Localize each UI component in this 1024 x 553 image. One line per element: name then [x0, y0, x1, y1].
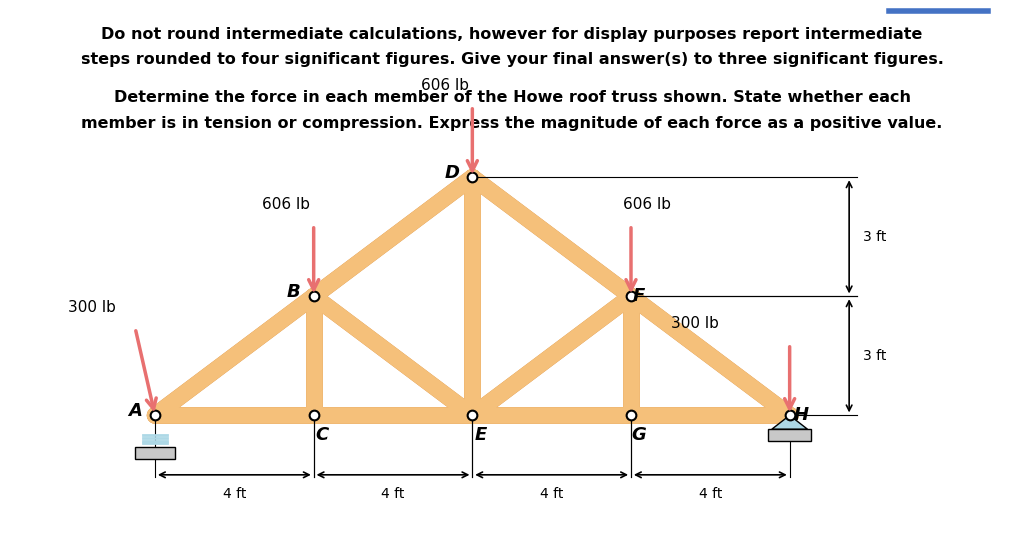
- Polygon shape: [772, 415, 808, 429]
- Bar: [768, 429, 811, 441]
- Text: F: F: [633, 288, 645, 305]
- Text: Determine the force in each member of the Howe roof truss shown. State whether e: Determine the force in each member of th…: [114, 90, 910, 105]
- Text: 4 ft: 4 ft: [540, 487, 563, 500]
- Text: B: B: [287, 283, 301, 301]
- Text: 606 lb: 606 lb: [262, 197, 310, 212]
- Text: H: H: [794, 406, 809, 424]
- Text: 300 lb: 300 lb: [671, 316, 719, 331]
- Text: 606 lb: 606 lb: [421, 78, 469, 93]
- Text: steps rounded to four significant figures. Give your final answer(s) to three si: steps rounded to four significant figure…: [81, 53, 943, 67]
- Text: 606 lb: 606 lb: [623, 197, 671, 212]
- Text: 4 ft: 4 ft: [381, 487, 404, 500]
- Text: 3 ft: 3 ft: [863, 230, 887, 244]
- Text: 4 ft: 4 ft: [222, 487, 246, 500]
- Text: 4 ft: 4 ft: [698, 487, 722, 500]
- Text: D: D: [445, 164, 460, 182]
- Text: E: E: [474, 426, 486, 444]
- Text: A: A: [128, 403, 142, 420]
- Text: Do not round intermediate calculations, however for display purposes report inte: Do not round intermediate calculations, …: [101, 27, 923, 41]
- Text: member is in tension or compression. Express the magnitude of each force as a po: member is in tension or compression. Exp…: [81, 116, 943, 131]
- Text: C: C: [315, 426, 329, 444]
- Text: 3 ft: 3 ft: [863, 349, 887, 363]
- Text: G: G: [632, 426, 646, 444]
- Bar: [135, 447, 175, 459]
- Text: 300 lb: 300 lb: [68, 300, 116, 315]
